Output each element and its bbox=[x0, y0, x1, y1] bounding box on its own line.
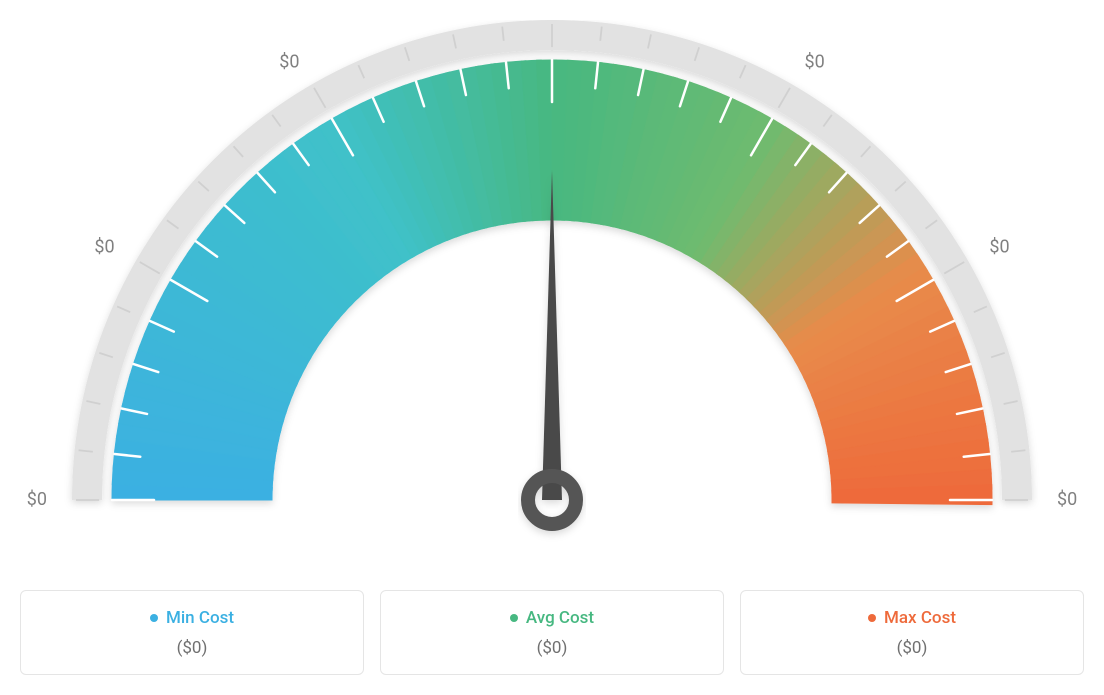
legend-dot-min bbox=[150, 614, 158, 622]
legend-dot-avg bbox=[510, 614, 518, 622]
legend-label-min: Min Cost bbox=[166, 608, 234, 628]
gauge-tick-label: $0 bbox=[27, 489, 47, 510]
gauge-needle bbox=[528, 170, 576, 524]
legend-label-avg: Avg Cost bbox=[526, 608, 594, 628]
gauge-chart-container: $0$0$0$0$0$0$0 Min Cost ($0) Avg Cost ($… bbox=[20, 20, 1084, 675]
gauge-tick-label: $0 bbox=[1057, 489, 1077, 510]
gauge-tick-label: $0 bbox=[94, 236, 114, 257]
legend-card-avg: Avg Cost ($0) bbox=[380, 590, 724, 675]
legend-card-min: Min Cost ($0) bbox=[20, 590, 364, 675]
legend-title-avg: Avg Cost bbox=[510, 608, 594, 628]
legend-title-min: Min Cost bbox=[150, 608, 234, 628]
legend-row: Min Cost ($0) Avg Cost ($0) Max Cost ($0… bbox=[20, 590, 1084, 675]
legend-value-min: ($0) bbox=[33, 638, 351, 658]
gauge-svg: $0$0$0$0$0$0$0 bbox=[22, 20, 1082, 560]
legend-value-max: ($0) bbox=[753, 638, 1071, 658]
legend-dot-max bbox=[868, 614, 876, 622]
legend-label-max: Max Cost bbox=[884, 608, 956, 628]
gauge-tick-label: $0 bbox=[279, 51, 299, 72]
gauge-tick-label: $0 bbox=[989, 236, 1009, 257]
gauge-tick-label: $0 bbox=[805, 51, 825, 72]
legend-value-avg: ($0) bbox=[393, 638, 711, 658]
legend-title-max: Max Cost bbox=[868, 608, 956, 628]
legend-card-max: Max Cost ($0) bbox=[740, 590, 1084, 675]
gauge-wrap: $0$0$0$0$0$0$0 bbox=[20, 20, 1084, 560]
